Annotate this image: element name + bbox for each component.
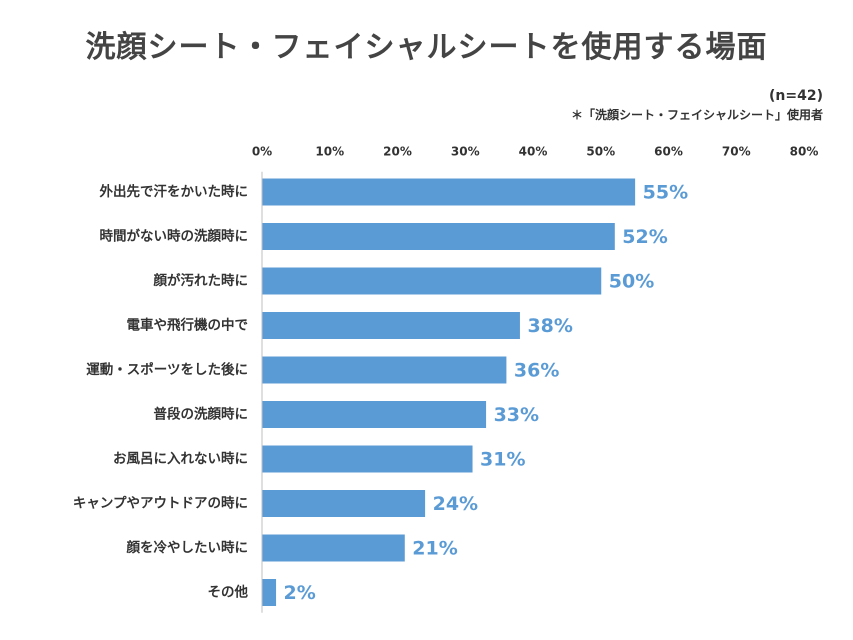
data-label: 36% [514,360,559,382]
value-labels: 55% 52% 50% 38% 36% 33% 31%24% 21% 2% [284,182,689,605]
x-tick-label: 10% [315,145,344,159]
respondent-note: ＊「洗顔シート・フェイシャルシート」使用者 [570,108,823,122]
data-label: 55% [643,182,688,204]
bar [262,534,405,562]
x-axis-ticks: 0% 10% 20% 30% 40% 50% 60% 70% 80% [252,145,819,159]
data-label: 31% [480,449,525,471]
bar [262,267,602,295]
data-label: 2% [284,582,316,604]
category-label: その他 [208,584,249,601]
category-label: 運動・スポーツをした後に [86,361,248,378]
category-label: 顔を冷やしたい時に [126,539,249,556]
data-label: 50% [609,271,654,293]
bar [262,445,473,473]
bar [262,312,520,339]
x-tick-label: 80% [790,145,819,159]
category-label: 外出先で汗をかいた時に [100,183,249,200]
x-tick-label: 40% [519,145,548,159]
category-label: 電車や飛行機の中で [127,317,249,334]
sample-size: (n=42) [769,88,823,104]
bar [262,356,507,384]
x-tick-label: 20% [383,145,412,159]
bar [262,579,277,606]
category-label: 時間がない時の洗顔時に [100,228,249,245]
data-label: 24% [433,493,478,515]
x-tick-label: 50% [586,145,615,159]
data-label: 38% [527,315,572,337]
category-labels: 外出先で汗をかいた時に時間がない時の洗顔時に顔が汚れた時に電車や飛行機の中で運動… [73,183,249,601]
x-tick-label: 70% [722,145,751,159]
x-tick-label: 0% [252,145,272,159]
data-label: 33% [494,404,539,426]
bar [262,401,487,428]
bar [262,178,636,206]
category-label: キャンプやアウトドアの時に [73,495,248,512]
bar [262,223,615,250]
chart-title: 洗顔シート・フェイシャルシートを使用する場面 [85,30,768,65]
x-tick-label: 60% [654,145,683,159]
category-label: お風呂に入れない時に [113,450,248,467]
category-label: 普段の洗顔時に [154,406,249,423]
data-label: 52% [622,226,667,248]
data-label: 21% [412,538,457,560]
bar [262,490,426,517]
category-label: 顔が汚れた時に [153,272,249,289]
bars [262,178,636,606]
x-tick-label: 30% [451,145,480,159]
